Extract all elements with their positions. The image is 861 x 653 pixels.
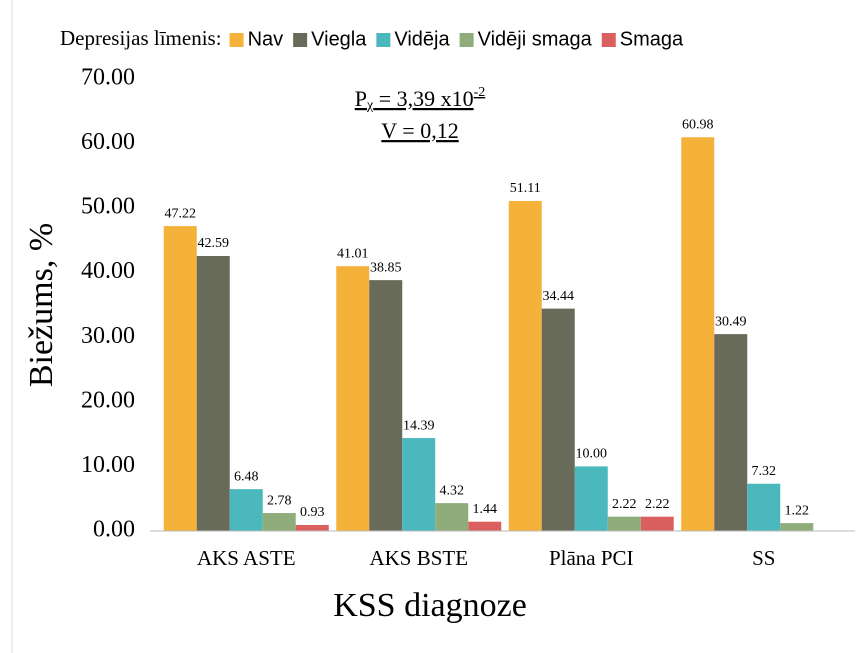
x-tick-label: SS (752, 546, 775, 570)
legend-swatch (459, 33, 474, 47)
data-label: 38.85 (370, 260, 402, 275)
data-label: 2.22 (645, 497, 670, 512)
annotation-p: P (355, 86, 367, 111)
bar (295, 524, 329, 531)
legend-swatch (376, 33, 391, 47)
data-label: 4.32 (440, 483, 465, 498)
data-label: 1.44 (473, 502, 498, 517)
bar (714, 334, 748, 531)
bar (508, 200, 542, 531)
bar (196, 255, 230, 531)
x-tick-label: Plāna PCI (549, 546, 634, 570)
y-tick-label: 20.00 (81, 387, 135, 413)
bar (229, 489, 263, 531)
legend-swatch (601, 33, 616, 47)
data-label: 7.32 (752, 464, 777, 479)
bar (574, 466, 608, 531)
bar (262, 513, 296, 531)
data-label: 1.22 (785, 503, 810, 518)
legend-swatch (229, 33, 244, 47)
bar (640, 516, 674, 531)
annotation-line2: V = 0,12 (381, 118, 458, 143)
bar (435, 503, 469, 531)
data-label: 41.01 (337, 246, 369, 261)
x-axis-title: KSS diagnoze (333, 587, 527, 624)
y-tick-label: 40.00 (81, 258, 135, 284)
data-label: 6.48 (234, 469, 259, 484)
bar (681, 137, 715, 532)
y-tick-label: 10.00 (81, 452, 135, 478)
data-label: 51.11 (510, 181, 541, 196)
legend-swatch (293, 33, 308, 47)
bar (607, 516, 641, 531)
y-tick-label: 50.00 (81, 194, 135, 220)
bar (468, 521, 502, 531)
y-axis-title: Biežums, % (23, 223, 60, 387)
bar (747, 483, 781, 531)
data-label: 60.98 (682, 117, 714, 132)
bar (369, 280, 403, 531)
data-label: 10.00 (576, 447, 608, 462)
data-label: 47.22 (165, 206, 197, 221)
data-label: 14.39 (403, 418, 435, 433)
annotation-sub: χ (366, 98, 374, 113)
legend-label: Vidēja (394, 28, 450, 50)
annotation-text: = 3,39 x10 (373, 86, 473, 111)
data-label: 30.49 (715, 314, 747, 329)
bar (336, 266, 370, 531)
x-tick-label: AKS BSTE (369, 546, 468, 570)
y-tick-label: 0.00 (93, 517, 135, 543)
bar (780, 523, 814, 531)
legend-title: Depresijas līmenis: (60, 26, 222, 50)
data-label: 2.78 (267, 493, 292, 508)
y-tick-label: 60.00 (81, 129, 135, 155)
legend-label: Viegla (311, 28, 367, 50)
data-label: 34.44 (543, 289, 575, 304)
legend-label: Nav (248, 28, 284, 50)
bar (541, 308, 575, 531)
bar (163, 226, 197, 531)
legend-label: Smaga (620, 28, 684, 50)
data-label: 0.93 (300, 505, 325, 520)
y-tick-label: 70.00 (81, 65, 135, 91)
data-label: 42.59 (198, 236, 230, 251)
data-label: 2.22 (612, 497, 637, 512)
legend-label: Vidēji smaga (478, 28, 593, 50)
bar (402, 438, 436, 531)
annotation: Pχ = 3,39 x10-2 (355, 85, 486, 113)
y-tick-label: 30.00 (81, 323, 135, 349)
x-tick-label: AKS ASTE (197, 546, 296, 570)
annotation-exponent: -2 (474, 85, 486, 100)
